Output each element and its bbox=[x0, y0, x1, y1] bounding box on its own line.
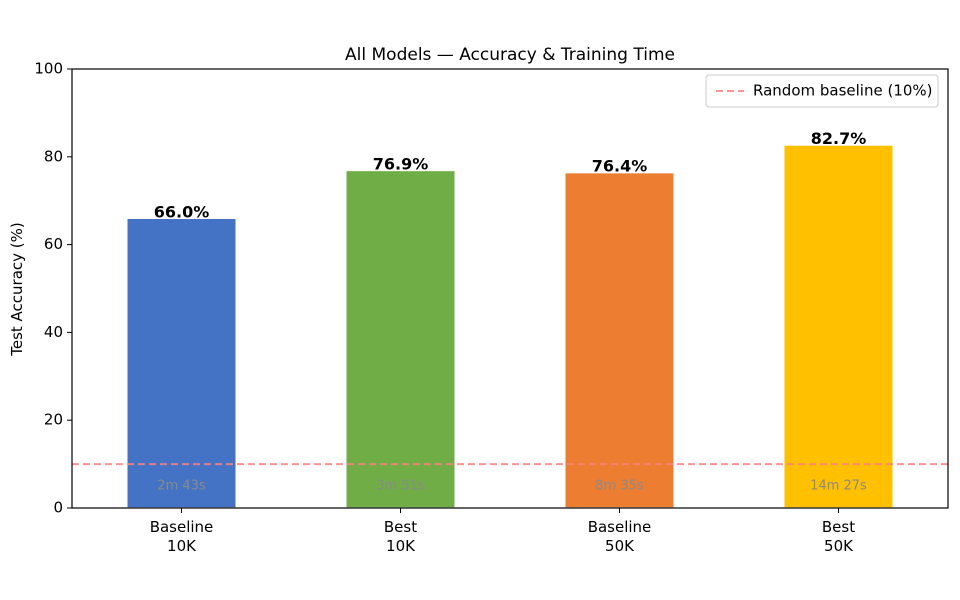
y-tick-label: 60 bbox=[44, 235, 63, 253]
bar bbox=[126, 217, 237, 509]
y-tick-label: 40 bbox=[44, 323, 63, 341]
x-tick-label-line: 50K bbox=[824, 537, 854, 555]
legend-label: Random baseline (10%) bbox=[753, 82, 933, 100]
plot-frame bbox=[71, 68, 949, 509]
bar-value-label: 66.0% bbox=[154, 202, 210, 221]
bars-group: 66.0% 2m 43s 76.9% 3m 51s 76.4% 8m 35s 82.7% 14… bbox=[126, 129, 894, 509]
bar bbox=[345, 169, 456, 509]
legend: Random baseline (10%) bbox=[705, 74, 939, 108]
training-time-label: 2m 43s bbox=[157, 479, 206, 494]
y-tick-label: 100 bbox=[34, 60, 63, 78]
bar-value-label: 76.4% bbox=[592, 157, 648, 176]
x-tick-label-line: Baseline bbox=[150, 518, 214, 536]
x-tick-label-line: Baseline bbox=[588, 518, 652, 536]
x-tick-label-line: 10K bbox=[386, 537, 416, 555]
x-tick-label: Best 50K bbox=[822, 518, 855, 555]
x-tick-label-line: 50K bbox=[605, 537, 635, 555]
training-time-label: 14m 27s bbox=[810, 479, 867, 494]
bar bbox=[564, 171, 675, 509]
y-tick-label: 20 bbox=[44, 411, 63, 429]
y-tick-label: 0 bbox=[53, 499, 63, 517]
x-tick-label: Best 10K bbox=[384, 518, 417, 555]
chart-title: All Models — Accuracy & Training Time bbox=[345, 45, 675, 65]
training-time-label: 8m 35s bbox=[595, 479, 644, 494]
x-tick-label-line: Best bbox=[384, 518, 417, 536]
x-tick-label: Baseline 50K bbox=[588, 518, 652, 555]
bar bbox=[783, 144, 894, 509]
y-axis-label: Test Accuracy (%) bbox=[8, 222, 26, 357]
x-tick-label-line: 10K bbox=[167, 537, 197, 555]
legend-box bbox=[705, 74, 939, 108]
x-tick-label-line: Best bbox=[822, 518, 855, 536]
bar-value-label: 82.7% bbox=[811, 129, 867, 148]
training-time-label: 3m 51s bbox=[376, 479, 425, 494]
x-tick-label: Baseline 10K bbox=[150, 518, 214, 555]
y-tick-label: 80 bbox=[44, 147, 63, 165]
bar-value-label: 76.9% bbox=[373, 154, 429, 173]
